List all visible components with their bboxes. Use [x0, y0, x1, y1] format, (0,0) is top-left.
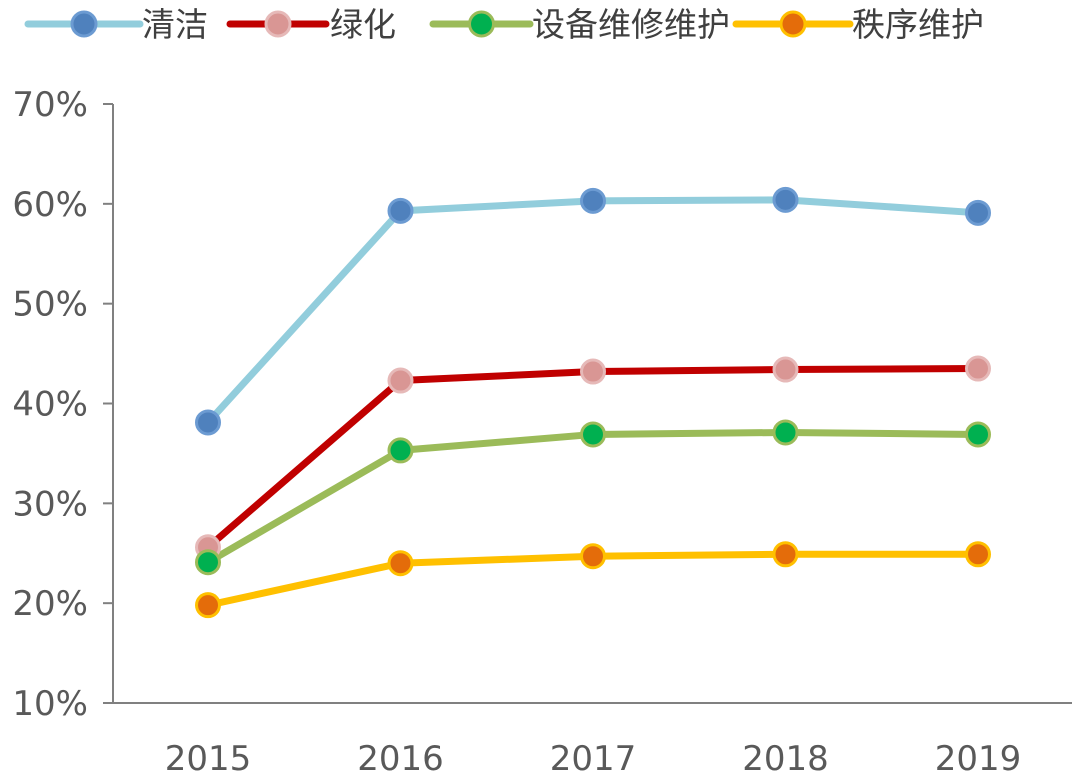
- legend-label: 秩序维护: [852, 5, 984, 44]
- legend-marker: [70, 10, 98, 38]
- y-tick-label: 40%: [12, 385, 88, 425]
- legend-label: 设备维修维护: [532, 5, 730, 44]
- x-ticks: 2015 2016 2017 2018 2019: [165, 739, 1022, 776]
- legend-item: 清洁: [24, 5, 208, 44]
- data-point: [195, 409, 221, 436]
- x-tick-label: 2016: [357, 739, 444, 776]
- data-point: [965, 199, 991, 226]
- series-points: [195, 186, 991, 619]
- legend-marker: [468, 10, 495, 38]
- legend-label: 绿化: [330, 5, 396, 44]
- legend-marker: [779, 10, 807, 38]
- y-tick-label: 70%: [12, 85, 88, 125]
- data-point: [580, 421, 606, 448]
- legend: 清洁 绿化 设备维修维护 秩序维护: [24, 5, 984, 44]
- data-point: [772, 419, 799, 446]
- data-point: [580, 543, 606, 570]
- data-point: [965, 355, 991, 382]
- data-point: [772, 186, 799, 213]
- y-tick-label: 10%: [12, 684, 88, 724]
- legend-marker: [264, 10, 292, 38]
- data-point: [965, 421, 991, 448]
- series-line: [204, 428, 982, 566]
- legend-label: 清洁: [142, 5, 208, 44]
- y-tick-label: 20%: [12, 584, 88, 624]
- legend-item: 设备维修维护: [429, 5, 730, 44]
- y-tick-label: 50%: [12, 285, 88, 325]
- data-point: [195, 549, 221, 576]
- data-point: [580, 358, 606, 385]
- data-point: [772, 541, 799, 568]
- x-tick-label: 2019: [935, 739, 1022, 776]
- legend-item: 绿化: [226, 5, 396, 44]
- data-point: [387, 437, 414, 464]
- data-point: [387, 197, 414, 224]
- x-tick-label: 2017: [550, 739, 637, 776]
- x-tick-label: 2018: [742, 739, 829, 776]
- x-tick-label: 2015: [165, 739, 252, 776]
- data-point: [387, 367, 414, 394]
- data-point: [580, 187, 606, 214]
- y-tick-label: 30%: [12, 484, 88, 524]
- data-point: [387, 550, 414, 577]
- legend-item: 秩序维护: [732, 5, 984, 44]
- data-point: [965, 541, 991, 568]
- series-line: [204, 365, 982, 551]
- data-point: [772, 356, 799, 383]
- y-ticks: 10% 20% 30% 40% 50% 60% 70%: [12, 85, 113, 724]
- series-line: [204, 196, 982, 426]
- y-tick-label: 60%: [12, 185, 88, 225]
- data-point: [195, 592, 221, 619]
